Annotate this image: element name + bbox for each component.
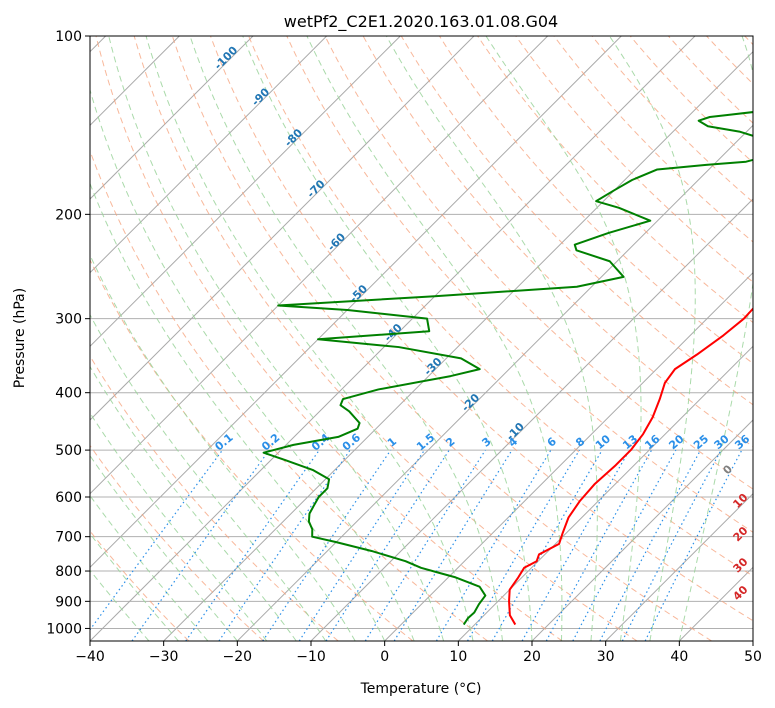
isotherm-line [90, 36, 549, 495]
mixing-ratio-line [466, 449, 580, 641]
moist-adiabat-line [90, 532, 179, 641]
moist-adiabat-line [145, 36, 474, 641]
mixing-ratio-line [393, 449, 513, 641]
x-tick-label: 40 [670, 649, 688, 665]
x-axis-label: Temperature (°C) [360, 681, 482, 697]
mixing-ratio-line [435, 449, 552, 641]
y-axis-ticks: 1000 900 800 700 600 500 400 300 200 100 [46, 29, 90, 637]
mixing-ratio-lines [90, 449, 743, 641]
isotherm-line [90, 36, 328, 274]
x-tick-label: −20 [223, 649, 253, 665]
mixing-ratio-line [572, 449, 677, 641]
x-tick-label: 20 [523, 649, 541, 665]
dry-adiabat-line [515, 36, 753, 283]
isotherm-line [90, 36, 696, 641]
y-tick-label: 900 [55, 594, 82, 610]
dry-adiabat-line [95, 36, 563, 641]
isobar-grid [90, 36, 753, 629]
dry-adiabat-line [133, 36, 638, 641]
plot-frame [89, 35, 754, 642]
dry-adiabat-line [591, 36, 753, 203]
moist-adiabat-line [609, 36, 696, 641]
dewpoint-line [262, 111, 753, 626]
profile-series [262, 111, 753, 626]
y-tick-label: 400 [55, 386, 82, 402]
y-tick-label: 600 [55, 490, 82, 506]
mixing-ratio-line [185, 449, 320, 641]
dry-adiabat-line [400, 36, 753, 406]
isotherm-line [236, 124, 753, 641]
moist-adiabat-line [108, 36, 445, 641]
moist-adiabat-line [90, 88, 415, 641]
y-tick-label: 1000 [46, 621, 82, 637]
dry-adiabat-line [210, 36, 753, 622]
moist-adiabat-line [678, 36, 753, 641]
dry-adiabat-line [629, 36, 753, 164]
moist-adiabat-line [385, 36, 598, 641]
dry-adiabat-line [90, 258, 414, 641]
y-axis-label: Pressure (hPa) [12, 288, 28, 388]
x-tick-label: −10 [296, 649, 326, 665]
dry-adiabat-line [90, 444, 264, 641]
dry-adiabat-line [324, 36, 753, 490]
mixing-ratio-line [298, 449, 425, 641]
x-tick-label: 30 [597, 649, 615, 665]
mixing-ratio-line [545, 449, 653, 641]
x-tick-label: 50 [744, 649, 762, 665]
x-tick-label: −40 [75, 649, 105, 665]
mixing-ratio-line [131, 449, 270, 641]
mixing-ratio-line [364, 449, 486, 641]
moist-adiabat-line [90, 182, 386, 641]
x-tick-label: 0 [380, 649, 389, 665]
isotherm-line [163, 50, 753, 641]
y-tick-label: 700 [55, 530, 82, 546]
mixing-ratio-line [325, 449, 450, 641]
y-tick-label: 500 [55, 443, 82, 459]
plot-area: 0.1 0.2 0.4 0.6 1 1.5 2 3 4 6 8 10 13 16 20 25 30 36-100-… [90, 36, 753, 641]
dry-adiabat-line [362, 36, 753, 448]
moist-adiabat-line [90, 454, 238, 641]
dry-adiabat-line [171, 36, 712, 641]
moist-adiabat-line [189, 36, 504, 641]
isotherm-line [90, 36, 401, 348]
moist-adiabat-line [485, 36, 642, 641]
chart-title: wetPf2_C2E1.2020.163.01.08.G04 [284, 12, 558, 32]
moist-adiabat-line [90, 254, 356, 641]
mixing-ratio-line [90, 449, 223, 631]
y-tick-label: 800 [55, 564, 82, 580]
isotherm-line [384, 271, 753, 641]
dry-adiabats [90, 36, 753, 641]
y-tick-label: 300 [55, 312, 82, 328]
temperature-line [508, 307, 753, 626]
moist-adiabat-line [90, 494, 209, 641]
x-tick-label: −30 [149, 649, 179, 665]
isotherm-line [605, 492, 753, 641]
x-tick-label: 10 [449, 649, 467, 665]
y-tick-label: 100 [55, 29, 82, 45]
isotherm-line [90, 36, 475, 421]
moist-adiabat-line [90, 412, 268, 641]
moist-adiabat-line [242, 36, 533, 641]
isotherm-line [90, 36, 254, 200]
dry-adiabat-line [248, 36, 753, 577]
y-tick-label: 200 [55, 207, 82, 223]
x-axis-ticks: −40 −30 −20 −10 0 10 20 30 40 50 [75, 641, 762, 665]
mixing-ratio-line [521, 449, 631, 641]
